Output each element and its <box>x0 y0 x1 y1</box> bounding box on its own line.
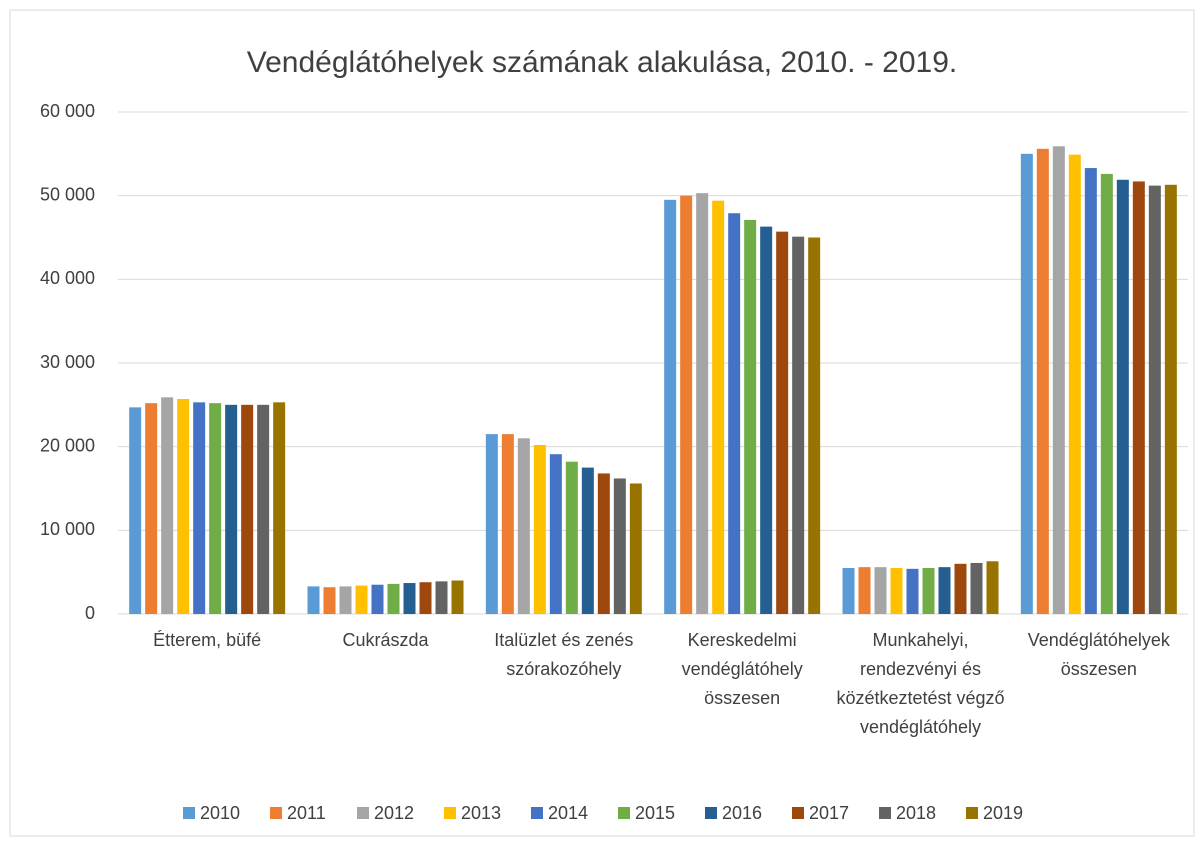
legend-swatch <box>531 807 543 819</box>
chart-title: Vendéglátóhelyek számának alakulása, 201… <box>247 46 958 79</box>
bar <box>986 561 999 614</box>
bar <box>613 478 626 614</box>
bar <box>970 562 983 614</box>
bar <box>161 397 174 614</box>
chart-border <box>9 9 1195 837</box>
y-tick-label: 50 000 <box>40 184 95 204</box>
bar <box>565 461 578 614</box>
bar <box>435 581 448 614</box>
bar <box>307 586 320 614</box>
legend-label: 2014 <box>548 803 588 823</box>
bar <box>145 403 158 614</box>
bar <box>696 193 709 614</box>
bar <box>874 567 887 614</box>
bar <box>664 199 677 614</box>
bar <box>1132 181 1145 614</box>
y-tick-label: 20 000 <box>40 435 95 455</box>
bar <box>517 438 530 614</box>
y-tick-label: 30 000 <box>40 352 95 372</box>
bar <box>906 568 919 614</box>
x-tick-label: Cukrászda <box>342 630 429 650</box>
bar <box>501 434 514 614</box>
bar <box>387 583 400 614</box>
legend-label: 2012 <box>374 803 414 823</box>
bar <box>451 580 464 614</box>
bar <box>1036 148 1049 614</box>
bar <box>808 237 821 614</box>
legend-label: 2019 <box>983 803 1023 823</box>
legend-label: 2013 <box>461 803 501 823</box>
legend-label: 2010 <box>200 803 240 823</box>
legend-swatch <box>879 807 891 819</box>
legend-label: 2017 <box>809 803 849 823</box>
bar <box>533 444 546 614</box>
legend-swatch <box>444 807 456 819</box>
bar <box>597 473 610 614</box>
y-tick-label: 0 <box>85 603 95 623</box>
legend-swatch <box>270 807 282 819</box>
x-tick-label: Italüzlet és zenés szórakozóhely <box>494 630 634 679</box>
bar <box>1084 168 1097 614</box>
x-tick-label: Kereskedelmi vendéglátóhely összesen <box>681 630 803 708</box>
bar <box>680 195 693 614</box>
bar <box>549 454 562 614</box>
bar <box>1068 154 1081 615</box>
bar <box>193 402 206 614</box>
bar <box>1116 179 1129 614</box>
legend-swatch <box>183 807 195 819</box>
legend-label: 2015 <box>635 803 675 823</box>
bar <box>842 567 855 614</box>
bar <box>419 582 432 614</box>
legend-swatch <box>966 807 978 819</box>
bar <box>273 402 286 614</box>
bar <box>1100 173 1113 614</box>
x-tick-label: Étterem, büfé <box>153 630 262 650</box>
bar <box>323 587 336 614</box>
x-tick-label: Vendéglátóhelyek összesen <box>1027 630 1170 679</box>
bar <box>485 434 498 614</box>
bar <box>355 585 368 614</box>
bar <box>581 467 594 614</box>
bar <box>225 404 238 614</box>
bar <box>209 403 222 614</box>
bar <box>728 213 741 614</box>
bar <box>776 231 789 615</box>
x-tick-label: Munkahelyi, rendezvényi és közétkeztetés… <box>836 630 1005 737</box>
y-tick-label: 40 000 <box>40 268 95 288</box>
bar <box>938 567 951 614</box>
bar <box>792 236 805 614</box>
bar <box>1020 153 1033 615</box>
bar <box>257 404 270 614</box>
bar <box>129 407 142 614</box>
bar <box>371 584 384 614</box>
bar <box>403 583 416 614</box>
legend-swatch <box>618 807 630 819</box>
bar <box>629 483 642 614</box>
legend-label: 2011 <box>287 803 326 823</box>
legend-label: 2016 <box>722 803 762 823</box>
legend-label: 2018 <box>896 803 936 823</box>
bar <box>1052 146 1065 614</box>
bar <box>712 200 725 615</box>
bar <box>890 567 903 614</box>
legend-swatch <box>792 807 804 819</box>
y-tick-label: 60 000 <box>40 101 95 121</box>
bar <box>1148 185 1161 615</box>
bar <box>954 563 967 614</box>
bar <box>744 219 757 614</box>
bar <box>922 567 935 614</box>
bar <box>241 404 254 614</box>
legend-swatch <box>705 807 717 819</box>
legend-swatch <box>357 807 369 819</box>
bar <box>760 226 773 614</box>
bar <box>339 586 352 614</box>
y-tick-label: 10 000 <box>40 519 95 539</box>
bar <box>1164 184 1177 615</box>
bar <box>177 398 190 614</box>
bar <box>858 567 871 614</box>
